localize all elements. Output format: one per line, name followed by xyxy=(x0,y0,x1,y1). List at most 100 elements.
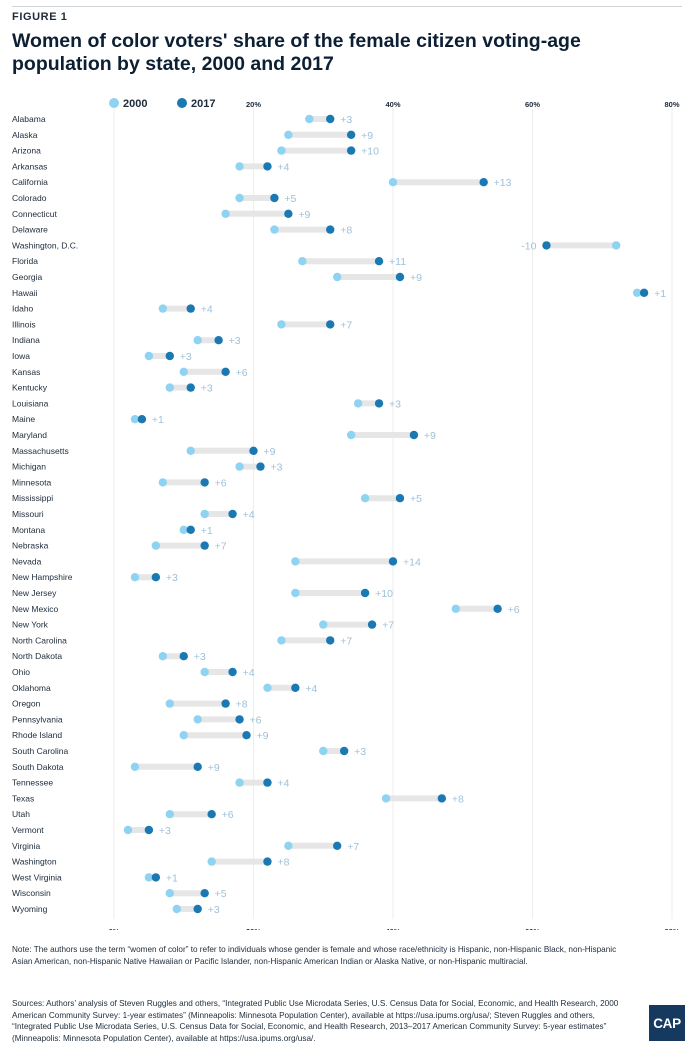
state-label: Nebraska xyxy=(12,541,49,551)
change-label: +3 xyxy=(194,651,206,663)
chart-row: Arizona +10 xyxy=(12,146,379,158)
state-label: Mississippi xyxy=(12,493,53,503)
dot-2000 xyxy=(235,778,244,787)
state-label: West Virginia xyxy=(12,872,62,882)
chart-row: Louisiana +3 xyxy=(12,398,401,410)
change-label: +6 xyxy=(236,367,248,379)
state-label: Connecticut xyxy=(12,209,58,219)
dot-2017 xyxy=(263,162,272,171)
bottom-tick-label-1: 20% xyxy=(246,927,261,930)
dot-2000 xyxy=(346,430,356,440)
state-label: Iowa xyxy=(12,351,30,361)
bottom-axis-ticks: 0% 20% 40% 60% 80% xyxy=(109,927,680,930)
dot-2017 xyxy=(270,193,279,203)
change-label: +3 xyxy=(159,825,171,837)
dot-2017 xyxy=(137,415,147,424)
dot-2017 xyxy=(542,241,551,250)
dot-2000 xyxy=(186,446,195,455)
dot-2000 xyxy=(130,573,140,582)
chart-rows: Alabama +3 Alaska +9 Arizona +10 Arkansas +4 Cal… xyxy=(12,114,666,916)
dot-2017 xyxy=(263,857,272,866)
chart-row: Iowa +3 xyxy=(12,351,192,363)
chart-row: Virginia +7 xyxy=(12,841,359,853)
dot-2000 xyxy=(277,146,286,155)
dot-2017 xyxy=(479,178,488,187)
chart-row: Ohio +4 xyxy=(12,667,255,679)
state-label: Vermont xyxy=(12,825,44,835)
change-label: +1 xyxy=(152,414,164,426)
chart-row: Oklahoma +4 xyxy=(12,683,317,695)
dot-2017 xyxy=(186,383,195,392)
state-label: Washington, D.C. xyxy=(12,240,78,250)
bottom-tick-label-0: 0% xyxy=(109,927,120,930)
chart-row: Colorado +5 xyxy=(12,193,297,205)
state-label: Missouri xyxy=(12,509,44,519)
dot-2000 xyxy=(158,478,168,487)
chart-sources: Sources: Authors’ analysis of Steven Rug… xyxy=(12,999,619,1043)
change-label: +3 xyxy=(389,398,401,410)
change-label: +4 xyxy=(243,509,255,521)
chart-row: New Jersey +10 xyxy=(12,588,393,600)
state-label: Wyoming xyxy=(12,904,48,914)
state-label: Virginia xyxy=(12,841,40,851)
chart-row: Nebraska +7 xyxy=(12,541,227,553)
state-label: North Carolina xyxy=(12,635,67,645)
change-label: +8 xyxy=(277,857,289,869)
state-label: Illinois xyxy=(12,319,36,329)
change-label: +3 xyxy=(354,746,366,758)
dot-2000 xyxy=(130,415,140,424)
dot-2017 xyxy=(326,225,335,234)
change-label: -10 xyxy=(521,240,536,252)
dot-2000 xyxy=(130,762,140,771)
state-label: Texas xyxy=(12,793,34,803)
change-label: +6 xyxy=(250,714,262,726)
dot-2000 xyxy=(270,225,279,234)
change-label: +6 xyxy=(222,809,234,821)
chart-row: Pennsylvania +6 xyxy=(12,714,262,726)
change-label: +5 xyxy=(410,493,422,505)
state-label: California xyxy=(12,177,48,187)
dot-2000 xyxy=(298,257,307,266)
dot-2017 xyxy=(360,588,370,598)
dot-2000 xyxy=(632,288,642,297)
state-label: Ohio xyxy=(12,667,30,677)
dot-2017 xyxy=(249,446,258,455)
dot-2000 xyxy=(193,715,202,724)
dot-2017 xyxy=(346,130,356,139)
change-label: +3 xyxy=(201,383,213,395)
chart-row: Connecticut +9 xyxy=(12,209,311,221)
state-label: Montana xyxy=(12,525,45,535)
top-rule xyxy=(12,6,682,7)
dot-2000 xyxy=(165,383,174,392)
chart-row: Missouri +4 xyxy=(12,509,255,521)
state-label: Kentucky xyxy=(12,383,48,393)
change-label: +3 xyxy=(166,572,178,584)
dot-2017 xyxy=(228,509,237,519)
chart-row: West Virginia +1 xyxy=(12,872,178,884)
dot-2017 xyxy=(200,889,209,898)
dot-2000 xyxy=(158,652,168,661)
dot-2017 xyxy=(242,731,251,740)
legend-marker-2017 xyxy=(177,98,187,108)
dot-2017 xyxy=(186,304,195,313)
dot-2000 xyxy=(151,541,161,550)
dot-2000 xyxy=(165,889,174,898)
chart-row: Wisconsin +5 xyxy=(12,888,227,900)
chart-row: Montana +1 xyxy=(12,525,213,537)
state-label: Maine xyxy=(12,414,35,424)
dot-2017 xyxy=(367,620,377,629)
chart-row: South Carolina +3 xyxy=(12,746,366,758)
chart-row: Indiana +3 xyxy=(12,335,241,347)
dot-2017 xyxy=(186,525,195,534)
change-label: +3 xyxy=(180,351,192,363)
chart-row: Alaska +9 xyxy=(12,130,373,142)
cap-logo: CAP xyxy=(649,1005,685,1041)
change-label: +9 xyxy=(361,130,373,142)
state-label: New York xyxy=(12,620,49,630)
dot-2017 xyxy=(228,667,237,677)
state-label: Arkansas xyxy=(12,161,47,171)
dot-2017 xyxy=(263,778,272,787)
state-label: Alabama xyxy=(12,114,46,124)
dot-2000 xyxy=(381,794,391,803)
dot-2000 xyxy=(123,825,133,835)
